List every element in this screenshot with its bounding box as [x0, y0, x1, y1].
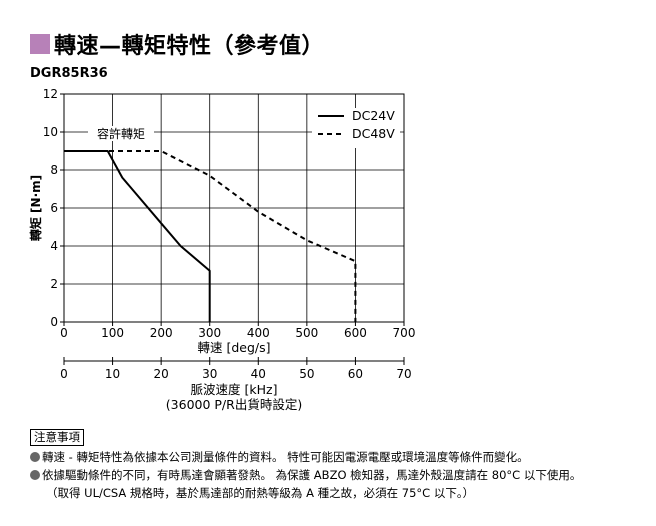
title-bar: 轉速—轉矩特性（參考值）: [30, 28, 324, 60]
annotation-permissible-torque: 容許轉矩: [88, 126, 154, 141]
note-text-1: 轉速 - 轉矩特性為依據本公司測量條件的資料。 特性可能因電源電壓或環境溫度等條…: [42, 450, 529, 464]
x2-tick-label: 40: [251, 367, 266, 381]
notes-section: 注意事項 轉速 - 轉矩特性為依據本公司測量條件的資料。 特性可能因電源電壓或環…: [30, 428, 581, 502]
annotation-label: 容許轉矩: [97, 126, 145, 141]
x-tick-label: 100: [101, 326, 124, 340]
y-axis-label: 轉矩 [N·m]: [28, 175, 43, 241]
page-title: 轉速—轉矩特性（參考值）: [54, 34, 325, 59]
bullet-icon: [30, 470, 40, 480]
chart-legend: DC24V DC48V: [312, 108, 400, 148]
x-axis-label: 轉速 [deg/s]: [197, 340, 270, 355]
speed-torque-chart: 0 2 4 6 8 10 12 0 100 200 300 400 500 600 700 0 10 20 30…: [28, 87, 415, 412]
y-tick-label: 6: [50, 201, 58, 215]
x2-tick-label: 70: [396, 367, 411, 381]
x-axis-ticks: 0 100 200 300 400 500 600 700: [60, 322, 415, 340]
x-tick-label: 600: [344, 326, 367, 340]
y-tick-label: 2: [50, 277, 58, 291]
y-tick-label: 12: [43, 87, 58, 101]
legend-label-dc24v: DC24V: [352, 108, 395, 123]
x-tick-label: 400: [247, 326, 270, 340]
x-tick-label: 500: [295, 326, 318, 340]
note-text-2: 依據驅動條件的不同，有時馬達會顯著發熱。 為保護 ABZO 檢知器，馬達外殼溫度…: [42, 468, 582, 482]
x-tick-label: 0: [60, 326, 68, 340]
y-axis-ticks: 0 2 4 6 8 10 12: [43, 87, 64, 329]
x2-axis-label: 脈波速度 [kHz]: [191, 382, 278, 397]
x2-tick-label: 0: [60, 367, 68, 381]
x2-tick-label: 60: [348, 367, 363, 381]
x-tick-label: 700: [393, 326, 416, 340]
x-tick-label: 300: [198, 326, 221, 340]
secondary-x-axis: 0 10 20 30 40 50 60 70: [60, 357, 412, 381]
title-marker: [30, 34, 50, 54]
y-tick-label: 4: [50, 239, 58, 253]
chart-series: [64, 150, 357, 322]
series-line-dc24v: [64, 150, 211, 322]
x-tick-label: 200: [150, 326, 173, 340]
x2-axis-note: (36000 P/R出貨時設定): [166, 397, 302, 412]
x2-tick-label: 20: [154, 367, 169, 381]
x2-tick-label: 10: [105, 367, 120, 381]
y-tick-label: 10: [43, 125, 58, 139]
note-item-2: 依據驅動條件的不同，有時馬達會顯著發熱。 為保護 ABZO 檢知器，馬達外殼溫度…: [30, 466, 581, 484]
note-subtext: （取得 UL/CSA 規格時，基於馬達部的耐熱等級為 A 種之故，必須在 75°…: [46, 486, 475, 500]
x2-tick-label: 30: [202, 367, 217, 381]
x2-tick-label: 50: [299, 367, 314, 381]
notes-heading: 注意事項: [30, 429, 84, 446]
legend-label-dc48v: DC48V: [352, 126, 395, 141]
bullet-icon: [30, 452, 40, 462]
model-name: DGR85R36: [30, 66, 108, 81]
y-tick-label: 8: [50, 163, 58, 177]
y-tick-label: 0: [50, 315, 58, 329]
note-item-1: 轉速 - 轉矩特性為依據本公司測量條件的資料。 特性可能因電源電壓或環境溫度等條…: [30, 448, 581, 466]
